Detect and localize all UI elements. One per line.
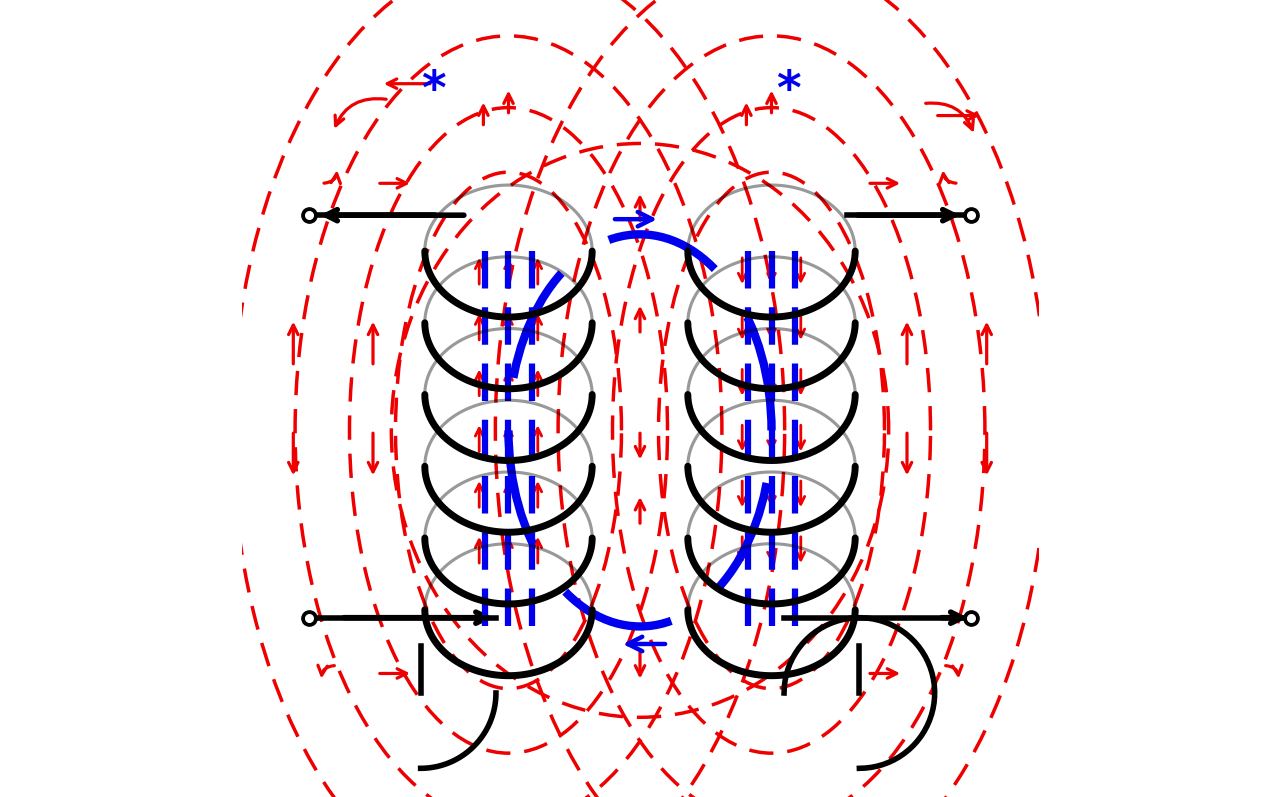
Text: *: *: [421, 69, 445, 114]
Text: *: *: [776, 69, 800, 114]
